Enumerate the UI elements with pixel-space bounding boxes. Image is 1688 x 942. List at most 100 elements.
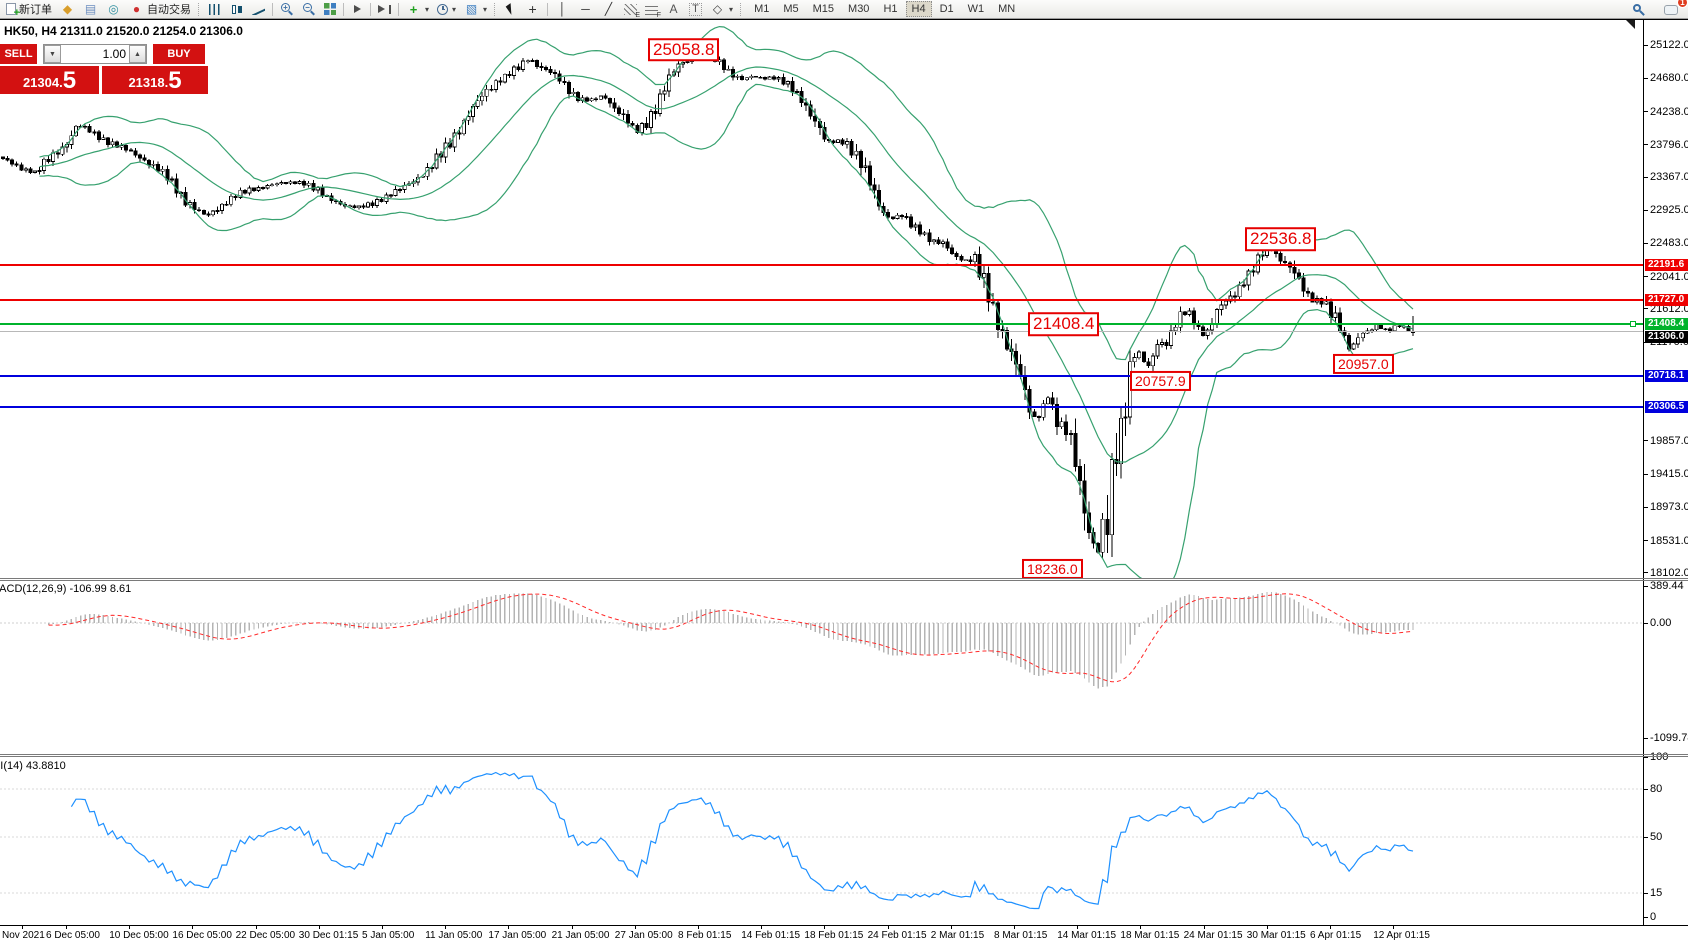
time-axis-tick	[382, 926, 383, 929]
time-axis-tick	[1330, 926, 1331, 929]
buy-button[interactable]: BUY	[153, 44, 205, 64]
chart-shift-button[interactable]	[374, 1, 395, 18]
time-axis[interactable]: Nov 2021 6 Dec 05:00 10 Dec 05:00 16 Dec 05…	[0, 925, 1688, 942]
crosshair-button[interactable]: +	[521, 1, 544, 18]
new-order-button[interactable]: 新订单	[2, 1, 56, 19]
chart-top-border	[0, 19, 1688, 20]
fibonacci-button[interactable]	[641, 1, 662, 19]
volume-increase-button[interactable]: ▲	[129, 45, 146, 63]
price-level-line[interactable]	[0, 331, 1643, 333]
trendline-button[interactable]: ╱	[597, 1, 620, 18]
candlestick-chart-button[interactable]	[225, 1, 248, 18]
highlighter-button[interactable]: ◆	[56, 1, 79, 18]
text-button[interactable]: A	[662, 1, 685, 18]
level-marker-icon[interactable]	[1630, 321, 1636, 328]
pane-divider[interactable]	[0, 578, 1688, 579]
template-chart-icon: ▧	[465, 2, 478, 16]
rsi-axis-tick: 80	[1644, 783, 1662, 795]
channel-button[interactable]	[620, 1, 641, 19]
buy-price-big: 5	[168, 67, 182, 94]
price-axis-tick: 18531.0	[1644, 535, 1688, 547]
tile-windows-button[interactable]	[320, 1, 340, 18]
periods-button[interactable]: ▾	[433, 1, 460, 18]
time-axis-label: 17 Jan 05:00	[488, 930, 547, 941]
zoom-out-button[interactable]: −	[298, 1, 320, 18]
price-annotation[interactable]: 20957.0	[1333, 354, 1394, 375]
time-axis-tick	[22, 926, 23, 929]
timeframe-button-w1[interactable]: W1	[962, 1, 991, 17]
price-annotation[interactable]: 18236.0	[1022, 558, 1083, 579]
rsi-axis-tick: 50	[1644, 831, 1662, 843]
timeframe-button-m30[interactable]: M30	[842, 1, 875, 17]
volume-decrease-button[interactable]: ▼	[44, 45, 61, 63]
vertical-line-button[interactable]: │	[551, 1, 574, 18]
volume-input[interactable]	[61, 45, 129, 63]
price-annotation[interactable]: 25058.8	[648, 38, 720, 62]
time-axis-tick	[1266, 926, 1268, 929]
chart-shift-marker-icon[interactable]	[1626, 20, 1635, 29]
time-axis-label: 6 Apr 01:15	[1310, 930, 1362, 941]
notifications-button[interactable]: 1	[1660, 0, 1688, 18]
price-annotation[interactable]: 22536.8	[1245, 227, 1317, 252]
autotrading-button[interactable]: ● 自动交易	[125, 1, 195, 18]
search-button[interactable]	[1628, 1, 1650, 18]
timeframe-button-h1[interactable]: H1	[877, 1, 903, 17]
timeframe-button-m1[interactable]: M1	[748, 1, 775, 17]
rsi-axis-tick: 100	[1644, 751, 1668, 763]
timeframe-button-m5[interactable]: M5	[777, 1, 804, 17]
pane-divider[interactable]	[0, 754, 1688, 755]
price-level-line[interactable]	[0, 406, 1643, 409]
templates-button[interactable]: ▧ ▾	[460, 1, 491, 18]
notification-badge: 1	[1677, 0, 1688, 8]
rsi-axis-tick: 15	[1644, 887, 1662, 899]
price-level-line[interactable]	[0, 323, 1643, 326]
time-axis-tick	[887, 926, 889, 929]
price-level-line[interactable]	[0, 299, 1643, 302]
horizontal-line-button[interactable]: ─	[574, 1, 597, 18]
chevron-down-icon: ▾	[729, 4, 734, 14]
vertical-line-icon: │	[558, 2, 567, 16]
price-annotation[interactable]: 21408.4	[1028, 312, 1100, 336]
publish-chart-button[interactable]: ▤	[79, 1, 102, 18]
time-axis-label: 14 Mar 01:15	[1057, 930, 1117, 941]
rsi-pane[interactable]	[0, 758, 1643, 925]
text-label-button[interactable]: T	[685, 1, 706, 18]
new-order-icon	[6, 3, 20, 19]
pane-divider[interactable]	[0, 756, 1688, 757]
alerts-button[interactable]: ◎	[102, 1, 125, 18]
price-annotation[interactable]: 20757.9	[1130, 371, 1191, 392]
zoom-in-button[interactable]: +	[276, 1, 298, 18]
macd-pane[interactable]	[0, 581, 1643, 754]
cursor-button[interactable]	[501, 1, 521, 18]
time-axis-tick	[698, 926, 699, 929]
timeframe-button-h4[interactable]: H4	[905, 1, 932, 17]
line-chart-button[interactable]	[248, 1, 269, 18]
timeframe-button-mn[interactable]: MN	[992, 1, 1021, 17]
time-axis-label: 24 Feb 01:15	[867, 930, 927, 941]
price-level-line[interactable]	[0, 375, 1643, 378]
price-axis-tick: 22483.0	[1644, 237, 1688, 249]
zoom-in-icon: +	[280, 2, 294, 16]
arrows-button[interactable]: ◇ ▾	[706, 1, 737, 18]
toolbar-right-group: 1	[1628, 0, 1688, 18]
time-axis-tick	[761, 926, 763, 929]
time-axis-label: 18 Mar 01:15	[1120, 930, 1180, 941]
price-level-label: 21408.4	[1645, 318, 1688, 331]
price-axis-tick: 22925.0	[1644, 204, 1688, 216]
candlestick-chart-icon	[229, 2, 244, 17]
add-indicator-button[interactable]: + ▾	[402, 1, 433, 18]
time-axis-tick	[318, 926, 320, 929]
bar-chart-button[interactable]	[205, 1, 225, 18]
pane-divider[interactable]	[0, 580, 1688, 581]
auto-scroll-button[interactable]	[347, 1, 367, 18]
timeframe-button-m15[interactable]: M15	[807, 1, 840, 17]
sell-button[interactable]: SELL	[0, 44, 37, 64]
search-icon	[1632, 3, 1646, 17]
price-level-line[interactable]	[0, 264, 1643, 267]
buy-price[interactable]: 21318. 5	[102, 66, 208, 94]
trendline-icon: ╱	[604, 2, 613, 16]
timeframe-button-d1[interactable]: D1	[934, 1, 960, 17]
sell-price[interactable]: 21304. 5	[0, 66, 99, 94]
time-axis-tick	[255, 926, 257, 929]
